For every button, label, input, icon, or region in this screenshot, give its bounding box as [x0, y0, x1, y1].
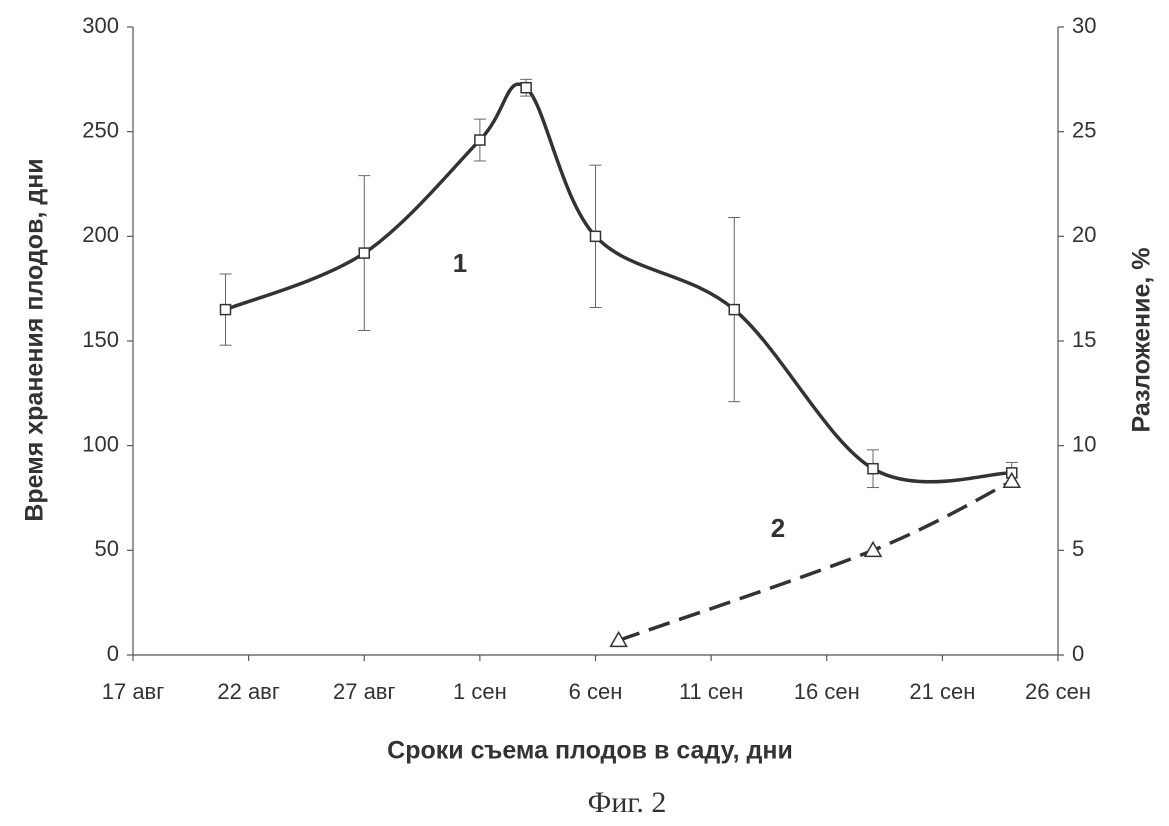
y-tick-label: 50 — [95, 536, 119, 561]
marker — [591, 231, 601, 241]
marker — [521, 83, 531, 93]
y-tick-label: 150 — [82, 327, 119, 352]
y-tick-label: 300 — [82, 13, 119, 38]
x-tick-label: 17 авг — [102, 679, 165, 704]
y2-tick-label: 5 — [1072, 536, 1084, 561]
caption: Фиг. 2 — [588, 786, 667, 819]
marker — [729, 305, 739, 315]
y2-axis-title: Разложение, % — [1128, 248, 1156, 433]
series-line — [619, 481, 1012, 640]
series-label: 1 — [453, 248, 467, 278]
marker — [868, 464, 878, 474]
x-tick-label: 22 авг — [217, 679, 280, 704]
y-tick-label: 100 — [82, 431, 119, 456]
x-axis-title: Сроки съема плодов в саду, дни — [387, 737, 793, 765]
x-tick-label: 16 сен — [794, 679, 860, 704]
x-tick-label: 11 сен — [679, 679, 743, 704]
y2-tick-label: 15 — [1072, 327, 1096, 352]
x-tick-label: 26 сен — [1025, 679, 1091, 704]
series-line — [226, 84, 1012, 482]
y2-tick-label: 10 — [1072, 431, 1096, 456]
marker — [359, 248, 369, 258]
y2-tick-label: 20 — [1072, 222, 1096, 247]
marker — [221, 305, 231, 315]
y-axis-title: Время хранения плодов, дни — [21, 158, 49, 521]
x-tick-label: 6 сен — [569, 679, 623, 704]
y-tick-label: 0 — [107, 641, 119, 666]
y-tick-label: 250 — [82, 117, 119, 142]
y2-tick-label: 0 — [1072, 641, 1084, 666]
y-tick-label: 200 — [82, 222, 119, 247]
x-tick-label: 1 сен — [453, 679, 507, 704]
y2-tick-label: 30 — [1072, 13, 1096, 38]
x-tick-label: 27 авг — [333, 679, 396, 704]
chart: Сроки съема плодов в саду, дни Время хра… — [0, 0, 1169, 826]
series-label: 2 — [771, 513, 785, 543]
marker — [475, 135, 485, 145]
x-tick-label: 21 сен — [909, 679, 975, 704]
y2-tick-label: 25 — [1072, 117, 1096, 142]
